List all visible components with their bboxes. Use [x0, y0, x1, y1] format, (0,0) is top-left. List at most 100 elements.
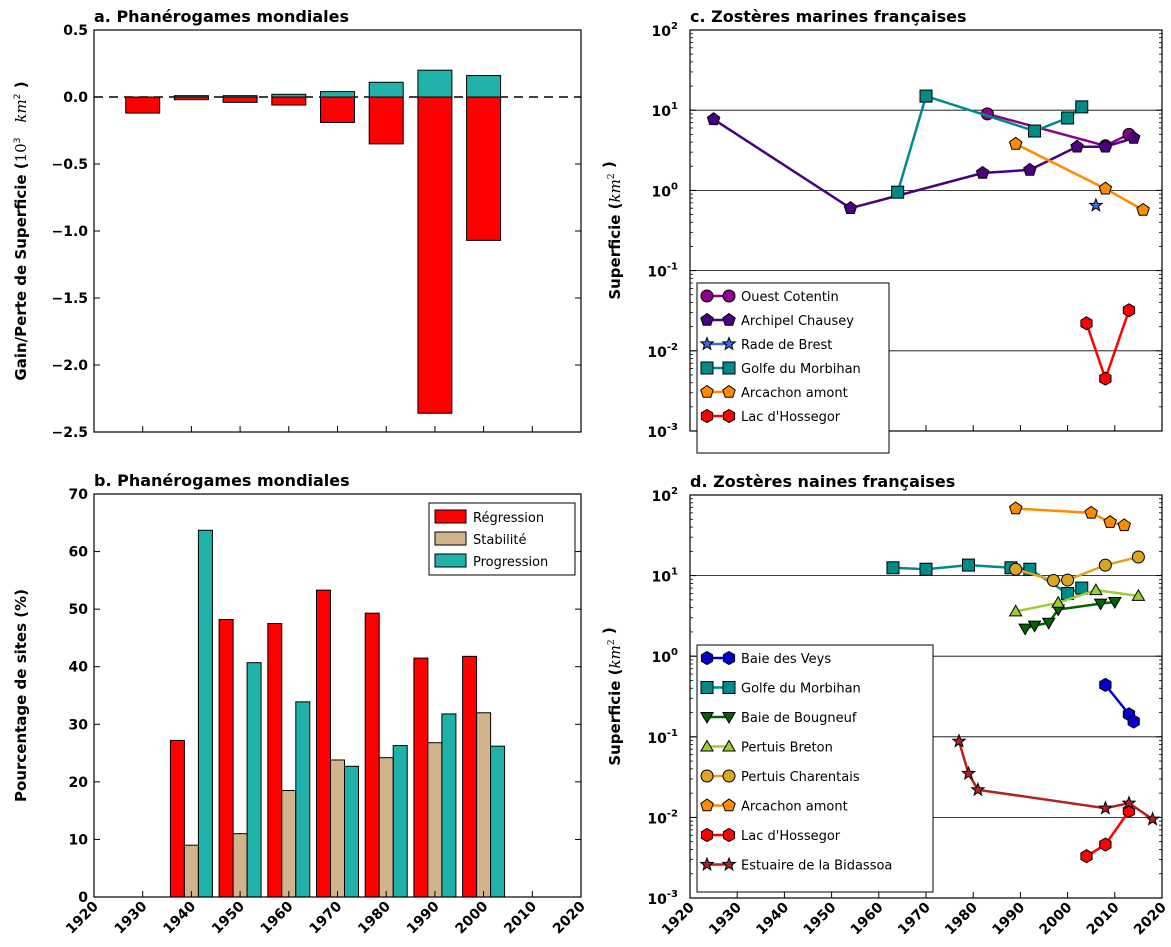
y-axis-label-text: Superficie (km2 ) — [600, 627, 624, 765]
bar-loss — [222, 96, 258, 103]
bar-régression — [462, 655, 478, 898]
data-point — [1070, 139, 1084, 153]
data-point — [1117, 518, 1131, 532]
bar-stabilité — [232, 833, 248, 898]
series-line — [1015, 142, 1144, 212]
y-tick-label: 102 — [652, 21, 678, 40]
data-point — [1121, 795, 1137, 810]
series-line — [712, 118, 1135, 210]
y-tick-label: 101 — [652, 101, 678, 120]
data-point — [919, 562, 933, 576]
y-tick-label: 10-3 — [647, 889, 678, 908]
legend-marker — [722, 827, 736, 843]
chart-title: a. Phanérogames mondiales — [94, 7, 349, 26]
chart-title: c. Zostères marines françaises — [690, 7, 966, 26]
bar-gain — [222, 95, 258, 98]
data-point — [975, 165, 990, 179]
legend-marker — [700, 739, 714, 752]
panel-a: a. Phanérogames mondiales 0.5 0.0 −0.5 −1.0 −… — [12, 7, 582, 441]
chart-title: b. Phanérogames mondiales — [94, 471, 350, 490]
bar-progression — [392, 745, 408, 898]
bar-stabilité — [281, 789, 297, 898]
legend-marker — [700, 361, 714, 375]
y-tick-label: 10 — [69, 832, 89, 848]
legend-label: Baie des Veys — [741, 652, 831, 667]
legend-marker — [700, 408, 714, 424]
legend-label: Baie de Bougneuf — [741, 711, 857, 726]
bar-loss — [125, 96, 161, 114]
series-archipel-chausey — [706, 112, 1141, 214]
y-tick-label: −1.5 — [51, 291, 88, 307]
legend-marker — [721, 336, 737, 351]
data-point — [1009, 562, 1023, 576]
data-point — [1051, 595, 1066, 608]
series-golfe-du-morbihan — [886, 558, 1089, 600]
x-tick-label: 1990 — [989, 899, 1028, 938]
bar-progression — [441, 713, 457, 898]
series-pertuis-breton — [1008, 583, 1146, 617]
data-point — [1028, 124, 1042, 138]
series-estuaire-de-la-bidassoa — [951, 733, 1161, 826]
data-point — [1103, 515, 1117, 528]
y-tick-label: 30 — [69, 717, 89, 733]
data-point — [1145, 811, 1161, 826]
legend-label: Golfe du Morbihan — [741, 682, 861, 697]
legend-marker — [699, 336, 715, 351]
data-point — [1097, 800, 1113, 815]
x-tick-label: 1950 — [209, 898, 248, 937]
data-point — [1131, 550, 1145, 564]
data-point — [1027, 620, 1042, 633]
legend-marker — [721, 856, 737, 871]
y-axis-label-text: Gain/Perte de Superficie (103 km2 ) — [12, 81, 30, 380]
legend-marker — [700, 312, 714, 326]
bar-loss — [417, 96, 453, 414]
y-tick-label: 10-2 — [647, 808, 678, 827]
legend: Régression Stabilité Progression — [428, 502, 576, 576]
legend-marker — [700, 289, 714, 303]
legend: Ouest Cotentin Archipel Chausey Rade de Br… — [696, 282, 890, 454]
x-tick-label: 1960 — [848, 899, 887, 938]
data-point — [970, 781, 986, 797]
y-tick-label: 10-1 — [647, 262, 678, 281]
y-tick-label: 0 — [78, 890, 88, 906]
legend-label: Lac d'Hossegor — [741, 410, 841, 425]
data-point — [1008, 604, 1023, 617]
bar-progression — [197, 529, 213, 898]
x-tick-label: 2020 — [1131, 899, 1170, 938]
bar-loss — [320, 96, 355, 123]
bar-progression — [246, 662, 262, 898]
legend-label: Régression — [473, 511, 544, 526]
legend-swatch — [434, 553, 467, 568]
y-tick-label: 100 — [652, 181, 678, 200]
legend-marker — [700, 384, 714, 398]
y-tick-label: −2.5 — [51, 425, 88, 441]
legend-marker — [700, 798, 714, 812]
legend-label: Golfe du Morbihan — [741, 362, 861, 377]
data-point — [1018, 623, 1033, 636]
legend-marker — [722, 289, 736, 303]
legend-marker — [722, 408, 736, 424]
legend: Baie des Veys Golfe du Morbihan Baie de Bo… — [696, 644, 934, 893]
data-point — [1127, 714, 1140, 729]
x-tick-label: 1980 — [942, 899, 981, 938]
bar-régression — [218, 619, 234, 898]
plot-frame — [93, 29, 582, 433]
panel-d: d. Zostères naines françaises 10-3 10-2 10-… — [600, 472, 1170, 938]
legend-marker — [700, 712, 714, 724]
legend-swatch — [434, 531, 467, 546]
y-tick-label: 50 — [69, 602, 89, 618]
legend-marker — [722, 769, 736, 783]
panel-c: c. Zostères marines françaises 10-3 10-2 10… — [600, 7, 1163, 454]
data-point — [1080, 849, 1093, 864]
bar-gain — [173, 95, 209, 98]
bar-gain — [466, 75, 502, 98]
x-tick-label: 1970 — [895, 899, 934, 938]
y-axis-label: Gain/Perte de Superficie (103 km2 ) — [12, 81, 30, 380]
data-point — [1099, 837, 1112, 852]
y-tick-label: 10-3 — [647, 422, 678, 441]
bar-régression — [364, 612, 380, 898]
data-point — [1046, 573, 1060, 587]
legend-marker — [700, 769, 714, 783]
panel-b: b. Phanérogames mondiales 0 10 20 30 40 50 60 70… — [12, 471, 589, 937]
x-tick-label: 1990 — [404, 898, 443, 937]
